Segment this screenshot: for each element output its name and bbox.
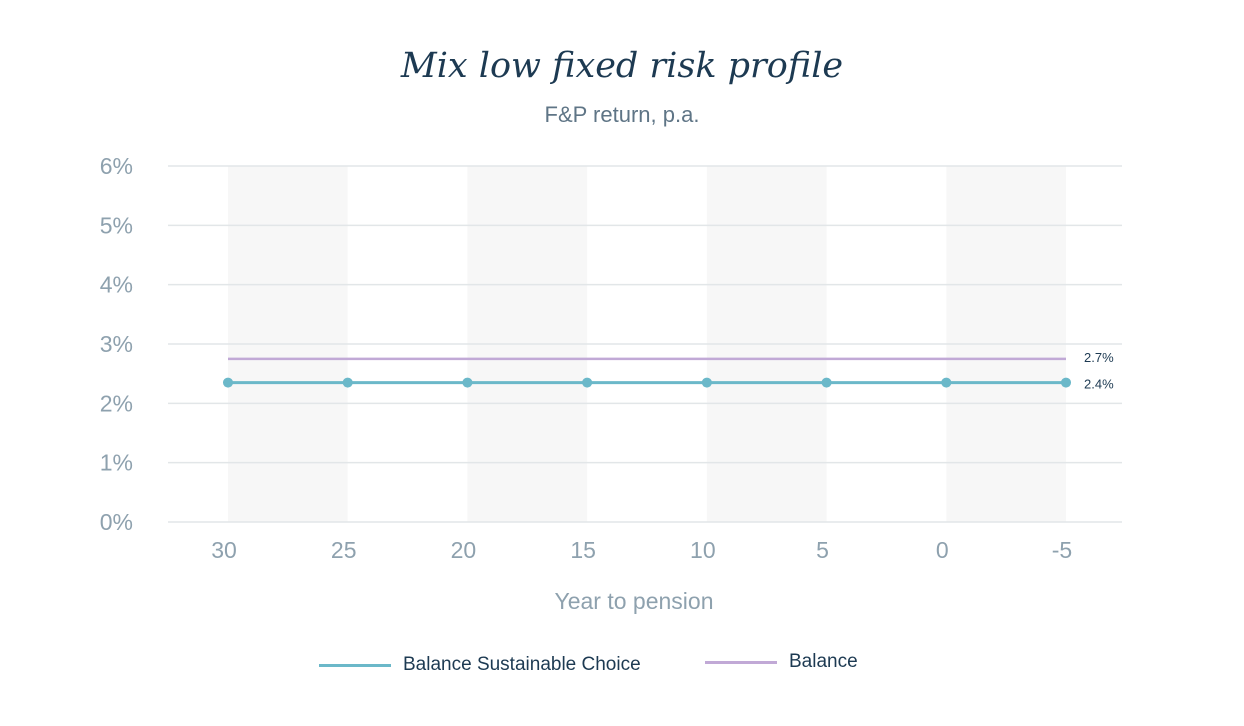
x-tick-label: -5: [1052, 537, 1072, 563]
data-point: [1061, 377, 1071, 388]
chart-title: Mix low fixed risk profile: [400, 46, 844, 86]
data-point: [701, 377, 712, 388]
y-tick-label: 5%: [100, 212, 133, 238]
x-tick-label: 25: [331, 537, 357, 563]
y-tick-label: 2%: [100, 390, 133, 416]
y-tick-label: 0%: [100, 509, 133, 535]
end-value-label: 2.4%: [1084, 377, 1114, 392]
y-axis-ticks: 0% 1% 2% 3% 4% 5% 6%: [100, 153, 133, 535]
legend-swatch: [705, 660, 777, 664]
y-tick-label: 4%: [100, 272, 133, 298]
data-point: [582, 377, 593, 388]
x-tick-label: 0: [936, 537, 949, 563]
gridlines: [168, 165, 1122, 523]
legend-swatch: [319, 663, 391, 667]
series-lines: 2.4% 2.7%: [223, 350, 1114, 392]
legend-label: Balance Sustainable Choice: [403, 654, 641, 675]
x-axis-ticks: 30 25 20 15 10 5 0 -5: [211, 537, 1072, 563]
legend-label: Balance: [789, 651, 858, 672]
chart-subtitle: F&P return, p.a.: [544, 102, 700, 127]
legend-item-balance-sustainable-choice: Balance Sustainable Choice: [319, 654, 641, 676]
data-point: [941, 377, 952, 388]
x-tick-label: 30: [211, 537, 237, 563]
data-point: [821, 377, 832, 388]
y-tick-label: 1%: [100, 450, 133, 476]
y-tick-label: 3%: [100, 331, 133, 357]
x-tick-label: 15: [570, 537, 596, 563]
end-value-label: 2.7%: [1084, 350, 1114, 365]
x-axis-label: Year to pension: [554, 588, 713, 614]
x-tick-label: 5: [816, 537, 829, 563]
x-tick-label: 10: [690, 537, 716, 563]
data-point: [342, 377, 353, 388]
y-tick-label: 6%: [100, 153, 133, 179]
x-tick-label: 20: [451, 537, 477, 563]
data-point: [462, 377, 473, 388]
data-point: [223, 377, 233, 388]
legend-item-balance: Balance: [705, 651, 858, 673]
